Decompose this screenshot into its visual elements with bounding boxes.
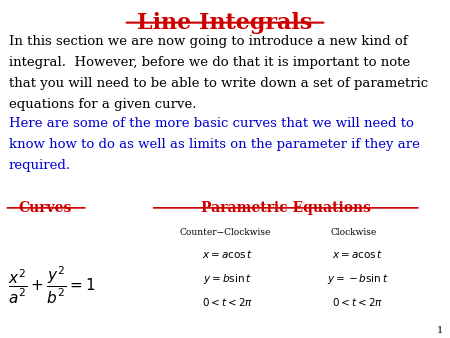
Text: In this section we are now going to introduce a new kind of: In this section we are now going to intr…: [9, 35, 408, 48]
Text: required.: required.: [9, 159, 71, 171]
Text: Line Integrals: Line Integrals: [137, 12, 313, 34]
Text: $0 < t < 2\pi$: $0 < t < 2\pi$: [332, 296, 383, 308]
Text: integral.  However, before we do that it is important to note: integral. However, before we do that it …: [9, 56, 410, 69]
Text: that you will need to be able to write down a set of parametric: that you will need to be able to write d…: [9, 77, 428, 90]
Text: equations for a given curve.: equations for a given curve.: [9, 98, 197, 111]
Text: $y = b\sin t$: $y = b\sin t$: [203, 272, 252, 286]
Text: $\dfrac{x^2}{a^2}+\dfrac{y^2}{b^2}=1$: $\dfrac{x^2}{a^2}+\dfrac{y^2}{b^2}=1$: [8, 265, 95, 306]
Text: Counter−Clockwise: Counter−Clockwise: [179, 228, 271, 237]
Text: $0 < t < 2\pi$: $0 < t < 2\pi$: [202, 296, 253, 308]
Text: 1: 1: [437, 325, 443, 335]
Text: $x = a\cos t$: $x = a\cos t$: [202, 248, 253, 261]
Text: Parametric Equations: Parametric Equations: [201, 201, 371, 215]
Text: $y = -b\sin t$: $y = -b\sin t$: [327, 272, 388, 286]
Text: know how to do as well as limits on the parameter if they are: know how to do as well as limits on the …: [9, 138, 420, 150]
Text: $x = a\cos t$: $x = a\cos t$: [332, 248, 383, 261]
Text: Here are some of the more basic curves that we will need to: Here are some of the more basic curves t…: [9, 117, 414, 129]
Text: Clockwise: Clockwise: [330, 228, 376, 237]
Text: Curves: Curves: [18, 201, 72, 215]
